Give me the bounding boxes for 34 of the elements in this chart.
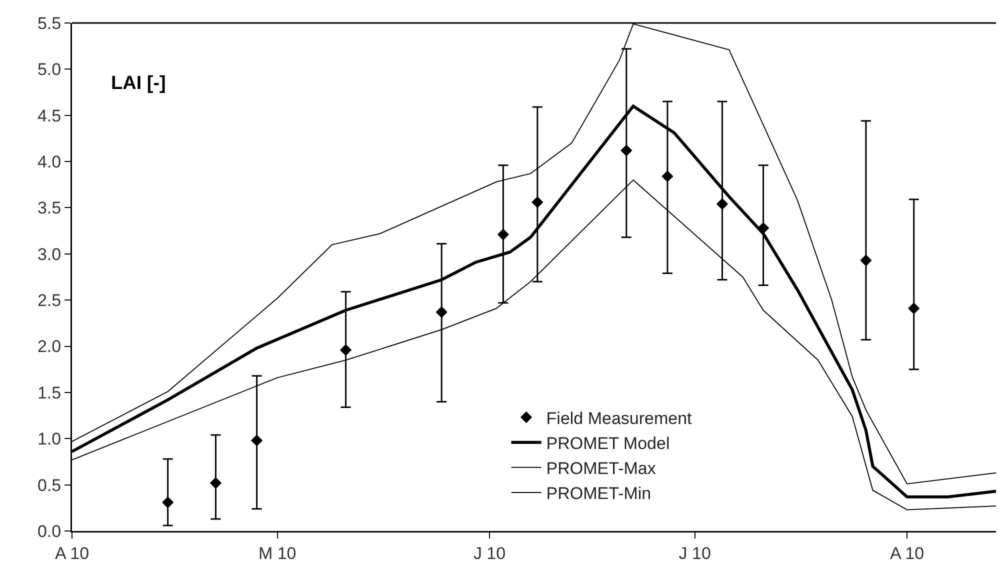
x-tick-label: A 10 <box>890 544 924 563</box>
point <box>620 144 632 156</box>
x-tick-label: M 10 <box>258 544 296 563</box>
y-tick-label: 4.5 <box>37 106 62 126</box>
point <box>436 306 448 318</box>
y-tick-label: 3.5 <box>37 198 62 218</box>
point <box>210 477 222 489</box>
point <box>497 228 510 240</box>
legend-label: Field Measurement <box>546 408 692 428</box>
y-tick-label: 1.5 <box>37 383 62 402</box>
y-tick-label: 4.0 <box>37 152 62 172</box>
legend-label: PROMET-Min <box>546 484 652 504</box>
y-axis-title: LAI [-] <box>111 73 166 94</box>
point <box>716 198 728 210</box>
x-tick-label: J 10 <box>473 544 506 563</box>
x-tick-label: A 10 <box>54 544 90 563</box>
point <box>908 302 920 314</box>
x-tick-label: J 10 <box>678 544 711 563</box>
y-tick-label: 5.0 <box>37 60 62 80</box>
point <box>250 434 263 446</box>
legend-label: PROMET-Max <box>546 459 656 478</box>
y-tick-label: 1.0 <box>37 430 62 449</box>
y-tick-label: 5.5 <box>37 14 62 33</box>
point <box>340 344 352 356</box>
point <box>532 196 544 208</box>
point <box>860 254 872 266</box>
y-tick-label: 2.0 <box>37 337 62 356</box>
point <box>662 170 674 182</box>
point <box>162 496 174 508</box>
y-tick-label: 0.0 <box>37 522 62 541</box>
y-tick-label: 3.0 <box>37 244 62 264</box>
y-tick-label: 0.5 <box>37 476 62 495</box>
y-tick-label: 2.5 <box>37 291 62 310</box>
legend-label: PROMET Model <box>546 434 670 453</box>
